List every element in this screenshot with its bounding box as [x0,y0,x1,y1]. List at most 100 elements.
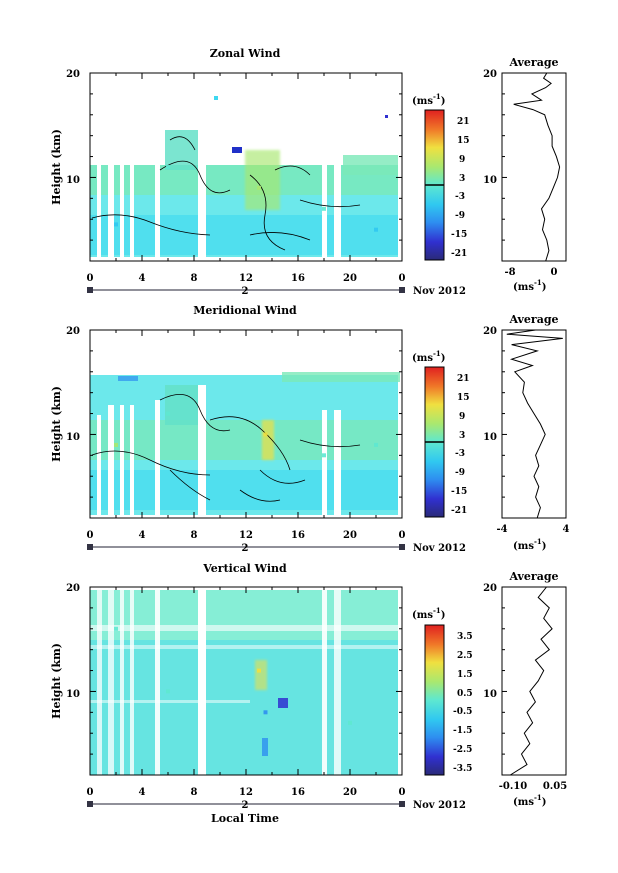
heatmap-cell [374,227,378,232]
average-profile-line [510,586,553,776]
date-label: Nov 2012 [413,543,466,554]
x-tick-label: 8 [191,273,198,284]
average-y-tick-10: 10 [483,689,497,700]
y-axis-label: Height (km) [50,386,63,462]
y-tick-label-10: 10 [66,175,80,186]
colorbar-unit: (ms-1) [412,92,445,107]
colorbar-tick: -3 [455,449,465,459]
x-tick-label: 20 [343,787,357,798]
average-title: Average [508,570,558,583]
date-label: Nov 2012 [413,800,466,811]
panel-title: Vertical Wind [202,562,287,575]
panel-title: Meridional Wind [193,304,297,317]
colorbar-unit: (ms-1) [412,606,445,621]
colorbar-tick: -21 [451,249,467,259]
meridional-wind-panel: Meridional Wind Height (km) 20 1 [50,304,570,554]
colorbar-tick: -15 [451,487,467,497]
colorbar-tick: 9 [459,155,465,165]
average-y-tick-10: 10 [483,432,497,443]
heatmap-cell [257,185,261,190]
y-tick-label-10: 10 [66,689,80,700]
colorbar-tick: 1.5 [457,670,473,680]
average-x-tick: -0.10 [499,781,528,792]
vertical-wind-panel: Vertical Wind Height (km) 20 10 [50,562,567,825]
x-tick-label: 4 [139,273,146,284]
average-x-tick: 0.05 [543,781,567,792]
heatmap-cell [114,442,118,447]
average-profile: Average 20 10 -0.10 0.05 (ms-1) [483,570,567,808]
date-day-label: 2 [242,286,249,297]
colorbar: (ms-1) 21 15 9 3 -3 -9 -15 -21 [412,92,470,261]
date-day-label: 2 [242,800,249,811]
heatmap-cell [114,222,118,227]
average-profile: Average 20 10 -4 4 (ms-1) [483,313,569,552]
heatmap-cell [257,668,261,673]
x-tick-label: 20 [343,530,357,541]
average-title: Average [508,313,558,326]
average-profile-line [506,329,563,519]
colorbar: (ms-1) 21 15 9 3 -3 -9 -15 -21 [412,349,470,518]
y-tick-label-20: 20 [66,69,80,80]
colorbar-tick: 15 [457,136,470,146]
x-tick-label: 4 [139,787,146,798]
x-tick-label: 0 [87,273,94,284]
x-tick-label: 8 [191,787,198,798]
colorbar-tick: 9 [459,412,465,422]
colorbar-tick: 2.5 [457,651,473,661]
x-tick-label: 16 [291,273,305,284]
sample-marks [114,165,378,725]
average-unit: (ms-1) [513,537,546,552]
colorbar-tick: -9 [455,468,465,478]
date-label: Nov 2012 [413,286,466,297]
colorbar: (ms-1) 3.5 2.5 1.5 0.5 -0.5 -1.5 -2.5 -3… [412,606,473,776]
colorbar-tick: -21 [451,506,467,516]
colorbar-tick: 15 [457,393,470,403]
heatmap-cell [374,442,378,447]
heatmap-axes: Height (km) 20 10 0 4 8 12 16 20 0 2 Nov… [50,326,507,554]
date-day-label: 2 [242,543,249,554]
heatmap-cell [322,453,326,458]
colorbar-tick: 21 [457,374,470,384]
x-tick-label: 8 [191,530,198,541]
average-unit: (ms-1) [513,793,546,808]
x-axis-label: Local Time [211,812,279,825]
average-x-tick: -4 [496,524,507,535]
x-tick-label: 4 [139,530,146,541]
colorbar-tick: 3 [459,174,465,184]
y-axis-label: Height (km) [50,643,63,719]
x-tick-label: 0 [87,530,94,541]
average-x-tick: 4 [563,524,570,535]
x-tick-label: 0 [87,787,94,798]
heatmap-field [90,372,400,515]
colorbar-tick: -15 [451,230,467,240]
heatmap-cell [322,206,326,211]
y-tick-label-10: 10 [66,432,80,443]
colorbar-tick: -2.5 [453,745,472,755]
average-y-tick-20: 20 [483,326,497,337]
colorbar-unit: (ms-1) [412,349,445,364]
average-title: Average [508,56,558,69]
x-tick-label: 12 [239,530,253,541]
colorbar-tick: 21 [457,117,470,127]
x-tick-label: 12 [239,273,253,284]
heatmap-field [90,590,398,775]
heatmap-cell [166,411,170,416]
colorbar-tick: -0.5 [453,707,472,717]
average-x-tick: 0 [551,267,558,278]
colorbar-tick: -3 [455,192,465,202]
heatmap-cell [263,432,268,437]
colorbar-tick: 0.5 [457,689,473,699]
heatmap-cell [166,165,170,169]
x-tick-label: 0 [399,787,406,798]
zonal-wind-panel: Zonal Wind He [50,47,567,297]
average-profile: Average 20 10 -8 0 (ms-1) [483,56,567,293]
x-tick-label: 16 [291,787,305,798]
heatmap-cell [263,710,268,715]
y-tick-label-20: 20 [66,326,80,337]
x-tick-label: 20 [343,273,357,284]
average-y-tick-10: 10 [483,175,497,186]
heatmap-field [90,96,398,260]
x-tick-label: 16 [291,530,305,541]
heatmap-axes: Height (km) 20 10 0 4 8 12 16 20 0 2 Nov… [50,583,507,825]
panel-title: Zonal Wind [210,47,281,60]
